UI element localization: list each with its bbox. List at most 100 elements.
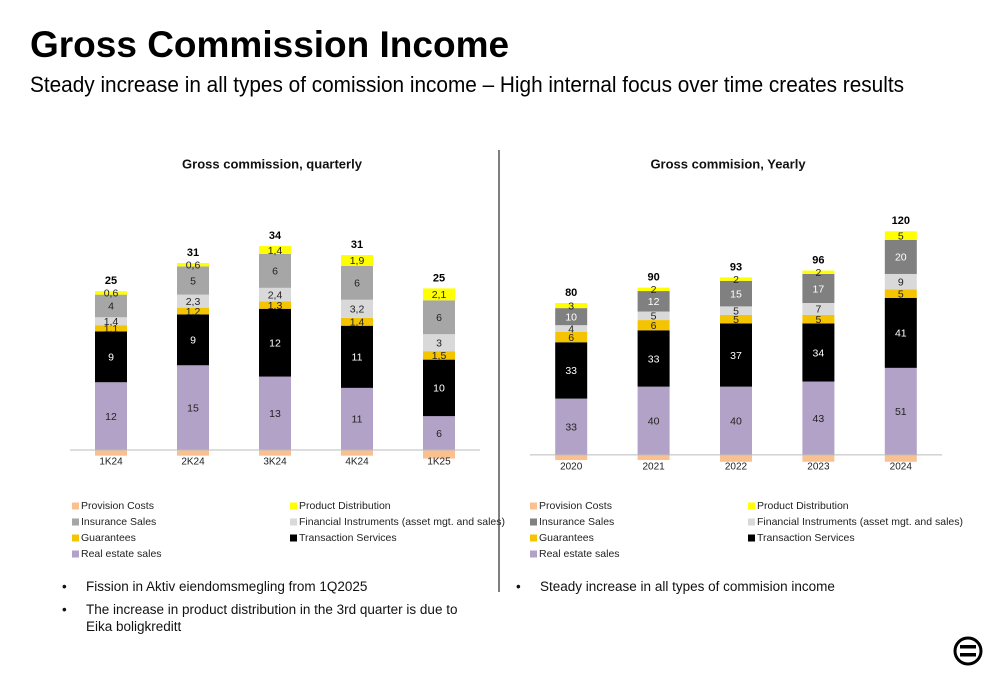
data-label: 10	[433, 383, 445, 395]
bar-segment	[802, 381, 835, 455]
data-label: 5	[815, 314, 821, 326]
note: The increase in product distribution in …	[58, 601, 478, 635]
bar-segment	[341, 299, 373, 318]
bar-segment	[720, 323, 752, 387]
data-label: 15	[187, 402, 199, 414]
legend-label: Provision Costs	[539, 500, 612, 512]
bar-segment	[95, 331, 127, 383]
slide-subtitle: Steady increase in all types of comissio…	[30, 72, 904, 97]
data-label: 43	[813, 413, 825, 425]
bar-segment	[177, 262, 209, 267]
data-label: 4	[108, 301, 114, 313]
bar-segment	[95, 325, 127, 332]
bar-segment	[95, 450, 127, 456]
bar-segment	[259, 301, 291, 309]
data-label: 1,3	[268, 300, 283, 312]
bar-segment	[637, 311, 670, 321]
data-label: 6	[436, 428, 442, 440]
total-label: 120	[892, 215, 910, 227]
data-label: 13	[269, 408, 281, 420]
bar-segment	[637, 454, 670, 461]
legend-label: Guarantees	[539, 532, 594, 544]
data-label: 4	[568, 323, 574, 335]
bar-segment	[555, 325, 588, 333]
data-label: 3	[568, 300, 574, 312]
data-label: 2	[815, 267, 821, 279]
legend-label: Real estate sales	[539, 548, 620, 560]
x-tick-label: 2K24	[181, 457, 205, 468]
bar-segment	[341, 450, 373, 456]
data-label: 12	[105, 411, 117, 423]
bar-segment	[341, 265, 373, 300]
legend-swatch	[290, 534, 297, 542]
bar-segment	[555, 332, 588, 343]
bar-segment	[720, 277, 752, 281]
slide-title: Gross Commission Income	[30, 24, 509, 65]
bar-segment	[177, 294, 209, 308]
data-label: 6	[568, 332, 574, 344]
data-label: 1,1	[104, 323, 119, 335]
legend-label: Guarantees	[81, 532, 136, 544]
data-label: 33	[648, 353, 660, 365]
data-label: 6	[436, 312, 442, 324]
data-label: 1,4	[268, 245, 283, 257]
bar-segment	[423, 450, 455, 459]
total-label: 31	[187, 247, 199, 259]
bar-segment	[423, 334, 455, 352]
bar-segment	[341, 255, 373, 266]
bar-segment	[555, 308, 588, 326]
data-label: 9	[108, 352, 114, 364]
bar-segment	[423, 416, 455, 451]
legend-label: Financial Instruments (asset mgt. and sa…	[757, 516, 963, 528]
data-label: 33	[565, 365, 577, 377]
data-label: 12	[648, 296, 660, 308]
total-label: 25	[105, 275, 117, 287]
data-label: 6	[272, 266, 278, 278]
total-label: 25	[433, 272, 445, 284]
bar-segment	[177, 266, 209, 295]
bar-segment	[95, 294, 127, 318]
data-label: 5	[190, 275, 196, 287]
legend-label: Provision Costs	[81, 500, 154, 512]
x-tick-label: 3K24	[263, 457, 287, 468]
bar-segment	[720, 454, 752, 462]
data-label: 2,4	[268, 289, 283, 301]
bar-segment	[884, 297, 917, 368]
bar-segment	[637, 320, 670, 331]
bar-segment	[720, 386, 752, 455]
bar-segment	[637, 386, 670, 455]
data-label: 34	[813, 347, 825, 359]
total-label: 90	[647, 272, 659, 284]
data-label: 9	[898, 276, 904, 288]
data-label: 15	[730, 288, 742, 300]
legend-label: Transaction Services	[757, 532, 855, 544]
legend-label: Real estate sales	[81, 548, 162, 560]
bar-segment	[341, 325, 373, 388]
legend-swatch	[72, 518, 79, 526]
bar-segment	[341, 317, 373, 326]
legend-swatch	[748, 518, 755, 526]
data-label: 2,1	[432, 289, 447, 301]
legend-swatch	[530, 550, 537, 558]
bar-segment	[720, 314, 752, 324]
bar-segment	[177, 307, 209, 315]
bar-segment	[637, 330, 670, 387]
bar-segment	[802, 454, 835, 462]
bar-segment	[423, 359, 455, 417]
data-label: 1,2	[186, 306, 201, 318]
bar-segment	[555, 342, 588, 399]
bar-segment	[423, 300, 455, 335]
bar-segment	[555, 398, 588, 455]
legend-swatch	[290, 518, 297, 526]
bar-segment	[259, 253, 291, 288]
bar-segment	[177, 450, 209, 456]
legend-label: Financial Instruments (asset mgt. and sa…	[299, 516, 505, 528]
data-label: 5	[733, 314, 739, 326]
data-label: 2	[733, 274, 739, 286]
x-tick-label: 4K24	[345, 457, 369, 468]
bar-segment	[802, 270, 835, 274]
legend-label: Product Distribution	[757, 500, 849, 512]
data-label: 1,4	[104, 316, 119, 328]
data-label: 9	[190, 335, 196, 347]
